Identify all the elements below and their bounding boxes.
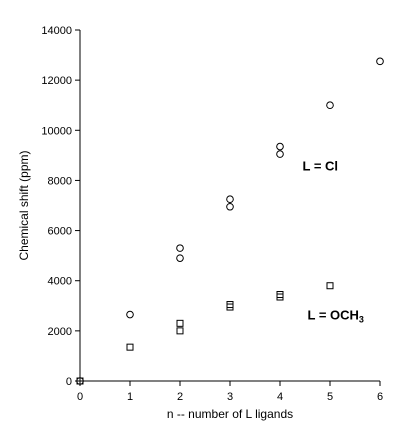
circle-point xyxy=(276,150,284,158)
annotation-l-och3-main: L = OCH xyxy=(308,308,359,323)
y-tick-label: 0 xyxy=(66,376,72,388)
circle-point xyxy=(176,254,184,262)
annotation-l-och3-subscript: 3 xyxy=(359,315,364,325)
axes xyxy=(79,30,380,382)
circle-point xyxy=(326,101,334,110)
x-tick-label: 0 xyxy=(77,391,83,403)
x-tick-label: 3 xyxy=(227,391,233,403)
annotation-l-och3: L = OCH3 xyxy=(308,308,364,325)
x-tick-label: 5 xyxy=(327,391,333,403)
square-point xyxy=(176,327,184,335)
y-tick-label: 4000 xyxy=(48,276,72,288)
circle-point xyxy=(176,244,184,252)
x-tick-label: 6 xyxy=(377,391,383,403)
square-point xyxy=(76,377,84,385)
x-tick-label: 2 xyxy=(177,391,183,403)
y-tick-label: 14000 xyxy=(41,25,72,37)
circle-point xyxy=(126,310,134,319)
square-point xyxy=(276,291,284,299)
y-axis-label: Chemical shift (ppm) xyxy=(17,150,31,260)
ticks: 0 1 2 3 4 5 6 0 2000 4000 6000 8000 10000 12000 14000 xyxy=(41,25,383,403)
circle-point xyxy=(376,57,384,66)
square-point xyxy=(126,343,134,351)
y-tick-label: 8000 xyxy=(48,175,72,187)
y-tick-label: 10000 xyxy=(41,125,72,137)
square-point xyxy=(176,319,184,327)
circle-point xyxy=(226,195,234,204)
y-tick-label: 6000 xyxy=(48,226,72,238)
square-point xyxy=(226,301,234,309)
x-axis-label: n -- number of L ligands xyxy=(167,407,293,421)
circle-point xyxy=(226,202,234,211)
annotation-l-cl: L = Cl xyxy=(303,158,339,173)
x-tick-label: 1 xyxy=(127,391,133,403)
circle-point xyxy=(276,142,284,151)
x-tick-label: 4 xyxy=(277,391,283,403)
data-points xyxy=(76,57,384,385)
y-tick-label: 2000 xyxy=(48,326,72,338)
square-point xyxy=(326,282,334,290)
y-tick-label: 12000 xyxy=(41,75,72,87)
